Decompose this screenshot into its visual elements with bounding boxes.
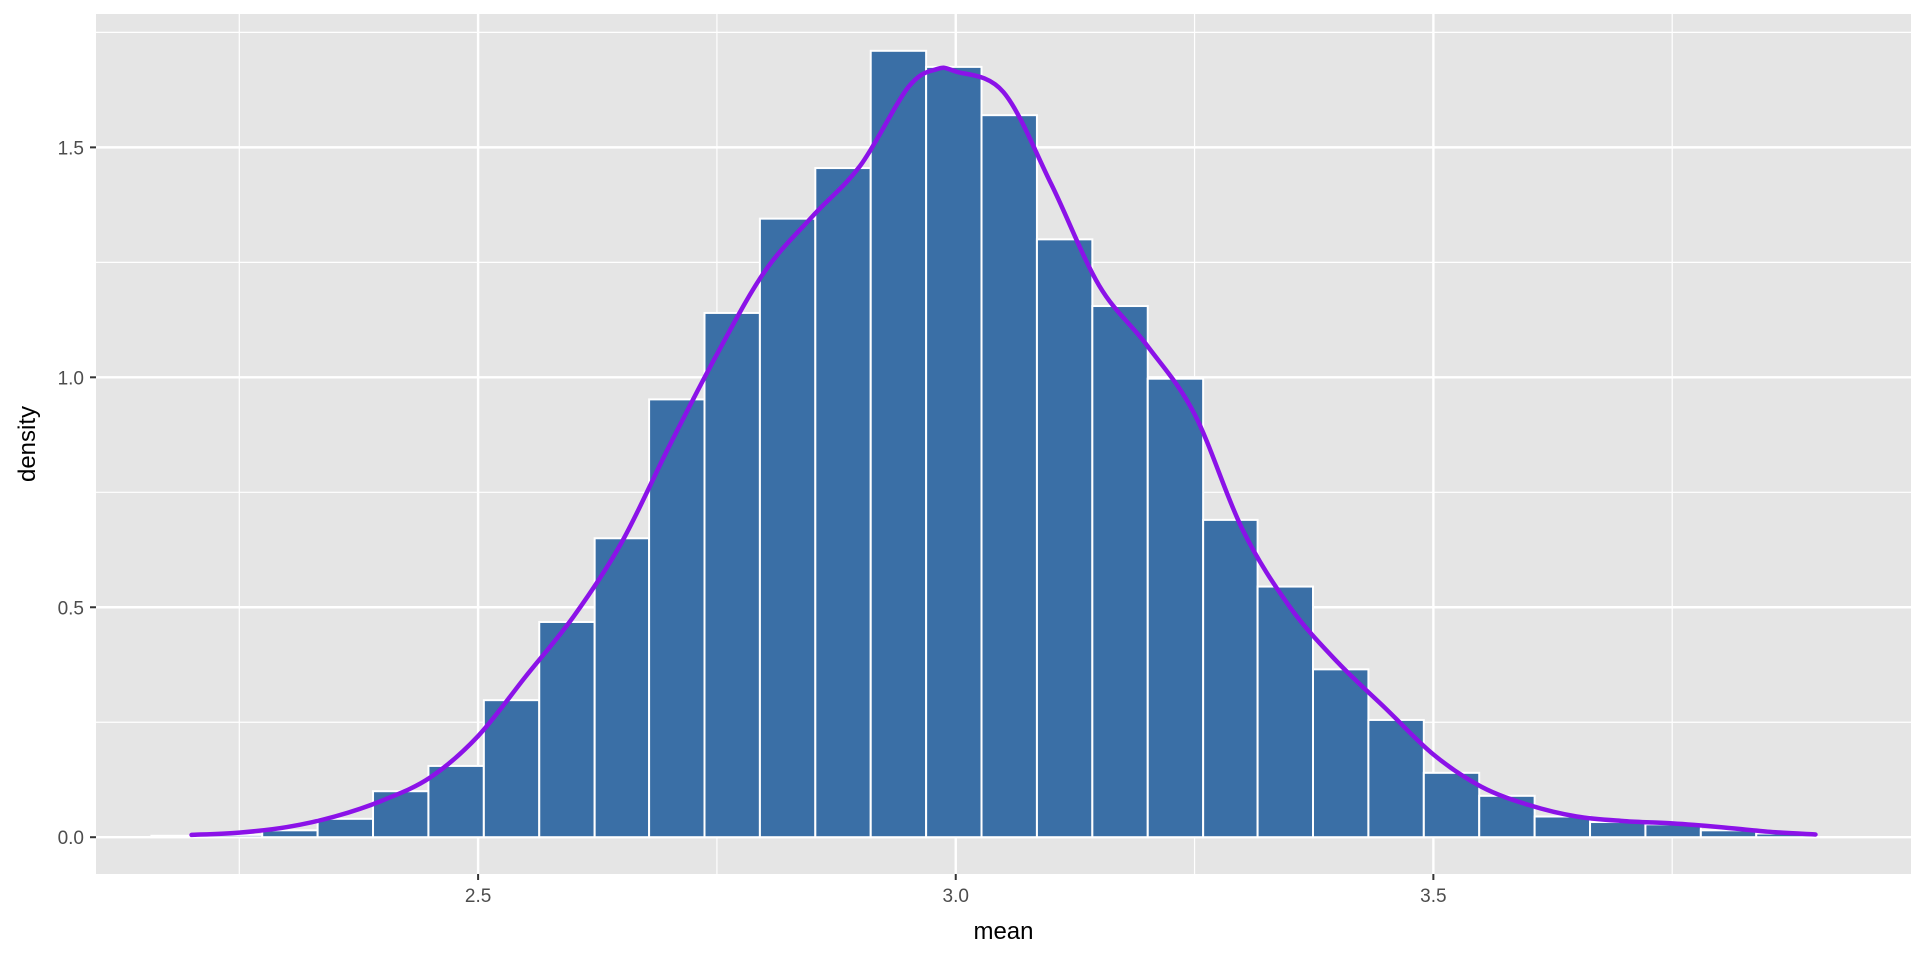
histogram-bar bbox=[925, 65, 983, 839]
x-tick-label: 3.5 bbox=[1420, 886, 1446, 907]
histogram-bar bbox=[1533, 815, 1592, 839]
x-tick-label: 2.5 bbox=[465, 886, 491, 907]
histogram-bar bbox=[538, 620, 596, 839]
histogram-bars bbox=[150, 49, 1813, 839]
x-axis-title: mean bbox=[973, 918, 1033, 945]
density-curve bbox=[189, 65, 1818, 838]
histogram-bar bbox=[593, 537, 651, 839]
histogram-bar bbox=[482, 699, 541, 839]
histogram-bar bbox=[427, 764, 485, 839]
x-tick-label: 3.0 bbox=[943, 886, 969, 907]
histogram-bar bbox=[758, 217, 817, 839]
histogram-bar bbox=[1146, 377, 1205, 839]
y-axis-ticks: 0.0 0.5 1.0 1.5 bbox=[58, 138, 96, 849]
histogram-bar bbox=[1589, 821, 1647, 839]
histogram-bar bbox=[1202, 518, 1259, 839]
histogram-bar bbox=[980, 114, 1038, 839]
histogram-bar bbox=[814, 167, 872, 839]
histogram-bar bbox=[1312, 668, 1370, 839]
histogram-bar bbox=[869, 49, 928, 839]
y-tick-label: 1.0 bbox=[58, 368, 84, 389]
histogram-bar bbox=[703, 311, 761, 839]
histogram-bar bbox=[316, 817, 375, 839]
y-axis-title: density bbox=[14, 406, 41, 482]
histogram-bar bbox=[1256, 585, 1315, 839]
histogram-bar bbox=[1035, 238, 1094, 839]
y-tick-label: 0.0 bbox=[58, 828, 84, 849]
histogram-bar bbox=[1091, 305, 1149, 839]
y-tick-label: 1.5 bbox=[58, 138, 84, 159]
histogram-bar bbox=[372, 790, 430, 839]
x-axis-ticks: 2.5 3.0 3.5 bbox=[465, 874, 1447, 907]
histogram-bar bbox=[648, 398, 706, 839]
y-tick-label: 0.5 bbox=[58, 598, 84, 619]
